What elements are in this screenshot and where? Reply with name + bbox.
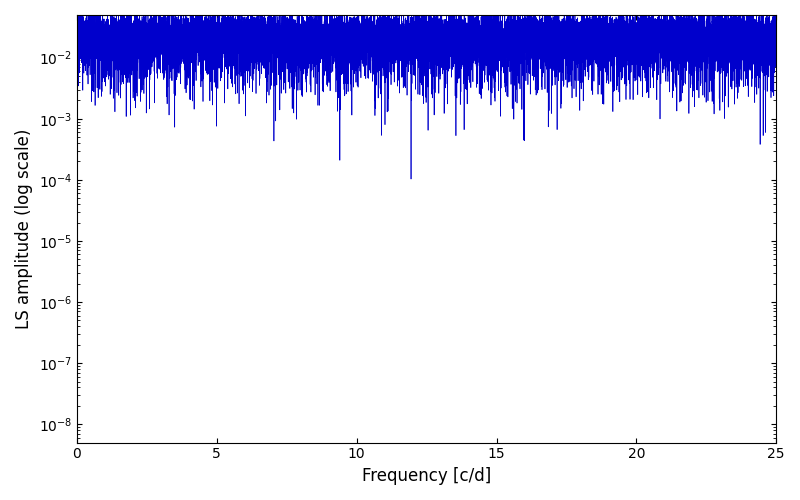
X-axis label: Frequency [c/d]: Frequency [c/d]: [362, 467, 491, 485]
Y-axis label: LS amplitude (log scale): LS amplitude (log scale): [15, 128, 33, 329]
